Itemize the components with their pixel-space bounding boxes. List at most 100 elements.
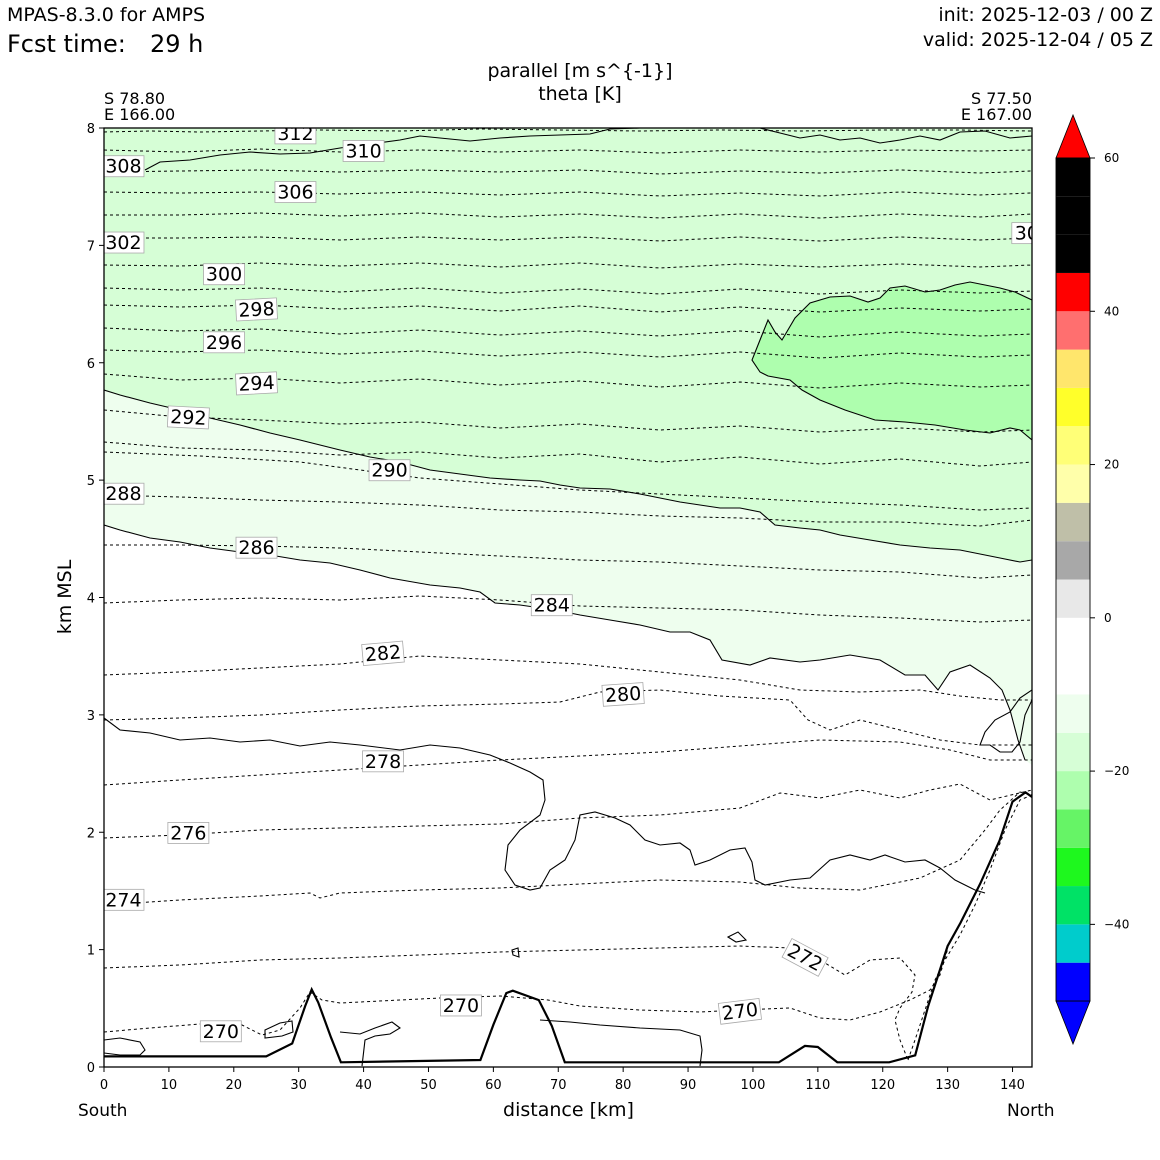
theta-contour-label: 310: [342, 140, 385, 162]
theta-label-box: [274, 128, 317, 145]
colorbar-tick-label: 20: [1104, 458, 1119, 472]
colorbar-band: [1056, 732, 1090, 772]
wind-contour-line: [979, 689, 1032, 753]
theta-contour-label: 302: [104, 231, 145, 254]
theta-contour-line: [104, 191, 1032, 197]
theta-contour-label: 290: [368, 459, 411, 482]
theta-contour-line: [104, 169, 1032, 175]
theta-label-text: 276: [170, 822, 206, 844]
theta-label-text: 280: [604, 683, 642, 707]
x-axis: 0 10 20 30 40 50 60 70 80 90 100 110 120 130 140: [100, 1067, 1025, 1093]
theta-label-box: [274, 181, 317, 203]
colorbar-band: [1056, 426, 1090, 465]
theta-label-text: 296: [206, 332, 242, 354]
theta-contour-line: [104, 739, 1032, 786]
colorbar-extend-max: [1055, 113, 1091, 159]
theta-label-text: 308: [105, 156, 141, 178]
theta-label-box: [530, 594, 573, 617]
x-tick-label: 100: [741, 1078, 766, 1093]
theta-contour-label: 308: [104, 155, 145, 178]
theta-label-text: 306: [277, 182, 313, 204]
theta-contour-label: 286: [235, 536, 278, 559]
x-tick-label: 50: [420, 1078, 437, 1093]
theta-label-box: [368, 459, 411, 482]
theta-label-box: [203, 331, 245, 354]
colorbar-band: [1056, 311, 1090, 350]
colorbar-tick-label: −40: [1104, 917, 1129, 931]
plot-title-line2: theta [K]: [538, 83, 622, 105]
theta-label-box: [362, 750, 404, 773]
theta-contour-label: 270: [717, 997, 762, 1025]
colorbar-band: [1056, 617, 1090, 657]
x-axis-label: distance [km]: [503, 1099, 634, 1121]
colorbar-band: [1056, 771, 1090, 810]
theta-contour-label: 296: [203, 331, 245, 354]
x-tick-label: 20: [226, 1078, 243, 1093]
init-time: init: 2025-12-03 / 00 Z: [938, 4, 1153, 26]
colorbar-extend-min: [1055, 1000, 1091, 1046]
wind-contour-line: [751, 281, 1032, 441]
wind-contour-line: [104, 717, 986, 894]
theta-contour-line: [907, 794, 1032, 1061]
theta-label-box: [203, 263, 245, 286]
colorbar-frame: [1055, 157, 1091, 1002]
forecast-time-label: Fcst time:: [7, 30, 126, 58]
theta-contour-label: 306: [274, 181, 317, 204]
theta-contour-line: [104, 236, 1032, 242]
x-tick-label: 130: [935, 1078, 960, 1093]
theta-label-box: [440, 994, 482, 1017]
theta-label-box: [342, 140, 385, 162]
theta-label-box: [1011, 222, 1032, 245]
theta-contour-line: [104, 212, 1032, 219]
theta-contour-label: 284: [530, 594, 573, 617]
x-tick-label: 30: [290, 1078, 307, 1093]
theta-contour-line: [104, 287, 1032, 295]
theta-label-box: [361, 640, 405, 667]
theta-label-text: 278: [365, 751, 401, 773]
colorbar-band: [1056, 886, 1090, 925]
theta-label-text: 284: [534, 595, 570, 617]
wind-contour-line: [104, 389, 1032, 563]
theta-contour-label: 278: [362, 750, 404, 773]
y-tick-label: 5: [87, 474, 95, 489]
theta-label-text: 312: [277, 123, 313, 145]
theta-contour-line: [104, 451, 1032, 511]
theta-contour-line: [104, 689, 1032, 746]
theta-contour-label: 288: [104, 482, 145, 505]
x-tick-label: 70: [550, 1078, 567, 1093]
valid-time: valid: 2025-12-04 / 05 Z: [922, 29, 1153, 51]
theta-contour-line: [104, 783, 1032, 839]
y-tick-label: 0: [87, 1061, 95, 1076]
theta-contour-label: 280: [601, 682, 645, 707]
theta-label-box: [717, 997, 762, 1025]
theta-label-text: 292: [170, 406, 207, 430]
left-endpoint-lon: E 166.00: [104, 105, 176, 124]
theta-label-text: 30: [1015, 223, 1039, 245]
wind-contour-line: [264, 1020, 294, 1039]
colorbar-band: [1056, 924, 1090, 963]
wind-contour-line: [759, 128, 1032, 144]
theta-label-text: 282: [364, 641, 402, 666]
theta-contour-line: [104, 128, 1032, 133]
y-axis: 0 1 2 3 4 5 6 7 8: [87, 122, 104, 1076]
x-tick-label: 90: [680, 1078, 697, 1093]
theta-contour-label: 276: [167, 822, 210, 844]
theta-label-box: [235, 536, 278, 559]
theta-label-box: [781, 937, 829, 977]
x-tick-label: 10: [161, 1078, 178, 1093]
wind-contours: [104, 128, 1032, 1067]
theta-contour-label: 292: [166, 405, 210, 430]
theta-contour-line: [104, 441, 1032, 467]
south-direction-label: South: [78, 1101, 128, 1121]
wind-contour-line: [144, 128, 641, 171]
theta-contour-label: 294: [235, 371, 278, 396]
theta-label-text: 294: [238, 372, 275, 396]
wind-shade-medium: [104, 128, 1032, 562]
colorbar-band: [1056, 196, 1090, 235]
theta-label-box: [104, 231, 145, 254]
colorbar-tick-label: 40: [1104, 304, 1119, 318]
theta-label-box: [104, 155, 145, 178]
theta-contour-label: 300: [203, 263, 245, 286]
wind-contour-line: [339, 1021, 401, 1067]
